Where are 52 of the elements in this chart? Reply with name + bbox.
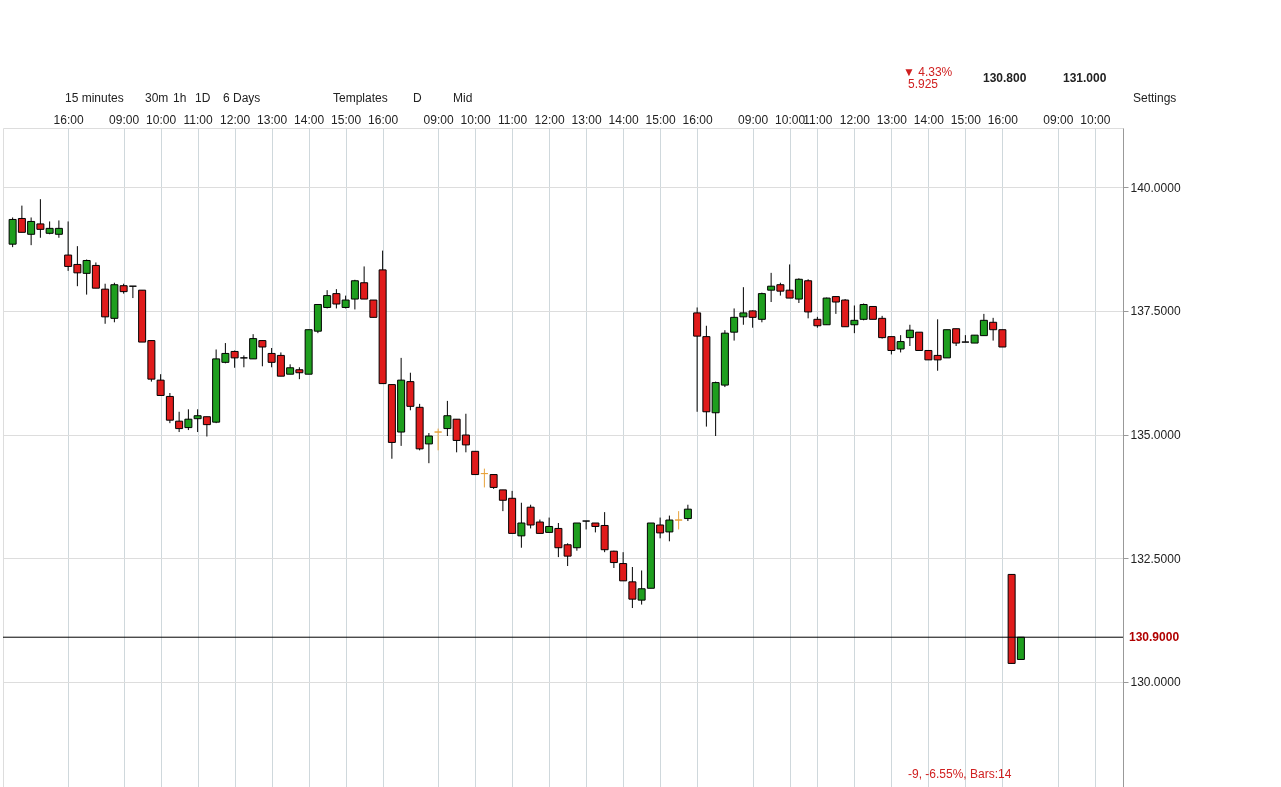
candlestick (165, 392, 174, 424)
x-tick-label: 10:00 (146, 112, 177, 127)
x-tick-label: 16:00 (987, 112, 1019, 127)
x-tick-label: 13:00 (876, 112, 908, 127)
x-tick-label: 12:00 (839, 112, 871, 127)
y-tick-label: 132.5000 (1130, 551, 1181, 566)
x-tick-label: 15:00 (645, 112, 676, 127)
x-tick-label: 12:00 (220, 112, 251, 127)
text: Templates (333, 91, 388, 105)
text: 130.800 (983, 71, 1027, 85)
annotation: -9, -6.55%, Bars:14 (908, 767, 1012, 781)
x-tick-label: 11:00 (183, 112, 214, 127)
x-tick-label: 14:00 (913, 112, 945, 127)
text: 131.000 (1063, 71, 1107, 85)
x-tick-label: 14:00 (608, 112, 639, 127)
text: D (413, 91, 422, 105)
x-tick-label: 16:00 (682, 112, 713, 127)
x-tick-label: 14:00 (294, 112, 325, 127)
y-tick-label: 140.0000 (1130, 180, 1181, 195)
x-tick-label: 10:00 (1080, 112, 1111, 127)
x-tick-label: 11:00 (498, 112, 528, 127)
text: ▼ 4.33% (903, 65, 953, 79)
x-tick-label: 09:00 (109, 112, 140, 127)
candlestick (471, 450, 480, 476)
x-tick-label: 10:00 (775, 112, 806, 127)
y-tick-label: 130.0000 (1130, 675, 1181, 690)
x-tick-label: 09:00 (1043, 112, 1074, 127)
y-tick-label: 135.0000 (1130, 428, 1181, 443)
text: 1h (173, 91, 187, 105)
candlestick (674, 510, 683, 530)
text: Mid (453, 91, 473, 105)
text: Settings (1133, 91, 1177, 105)
x-tick-label: 15:00 (950, 112, 982, 127)
x-tick-label: 10:00 (460, 112, 491, 127)
x-tick-label: 16:00 (368, 112, 399, 127)
x-tick-label: 09:00 (423, 112, 454, 127)
y-tick-label: 137.5000 (1130, 304, 1181, 319)
x-tick-label: 13:00 (257, 112, 288, 127)
ref-line-label: 130.9000 (1129, 630, 1180, 645)
text: 6 Days (223, 91, 261, 105)
x-tick-label: 11:00 (803, 112, 833, 127)
x-tick-label: 12:00 (534, 112, 565, 127)
candlestick (434, 428, 443, 451)
x-tick-label: 09:00 (738, 112, 769, 127)
text: 15 minutes (65, 91, 124, 105)
text: 30m (145, 91, 169, 105)
candlestick (582, 520, 591, 530)
text: 5.925 (908, 77, 939, 91)
x-tick-label: 15:00 (331, 112, 362, 127)
x-tick-label: 13:00 (571, 112, 602, 127)
x-tick-label: 16:00 (53, 112, 84, 127)
text: 1D (195, 91, 211, 105)
